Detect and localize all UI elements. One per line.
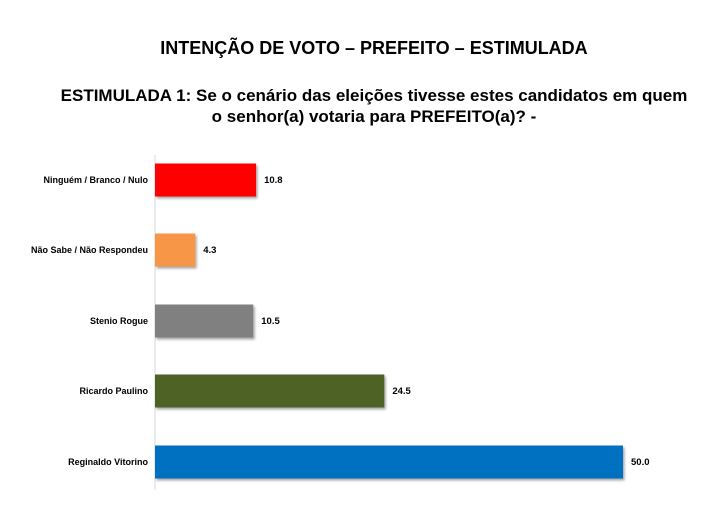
- data-label: 24.5: [392, 386, 411, 397]
- category-label: Stenio Rogue: [90, 316, 148, 326]
- category-label: Reginaldo Vitorino: [68, 457, 148, 467]
- category-label: Ricardo Paulino: [79, 386, 148, 396]
- chart-title: INTENÇÃO DE VOTO – PREFEITO – ESTIMULADA: [160, 38, 588, 58]
- chart-subtitle: ESTIMULADA 1: Se o cenário das eleições …: [60, 86, 688, 126]
- data-label: 50.0: [631, 457, 650, 468]
- bar-2: [155, 304, 254, 338]
- category-label: Ninguém / Branco / Nulo: [43, 175, 148, 185]
- bar-4: [155, 445, 623, 479]
- category-label: Não Sabe / Não Respondeu: [31, 245, 148, 255]
- bar-1: [155, 233, 196, 267]
- bar-0: [155, 163, 257, 197]
- data-label: 4.3: [203, 245, 216, 256]
- data-label: 10.8: [264, 175, 283, 186]
- data-label: 10.5: [261, 316, 280, 327]
- bar-3: [155, 374, 385, 408]
